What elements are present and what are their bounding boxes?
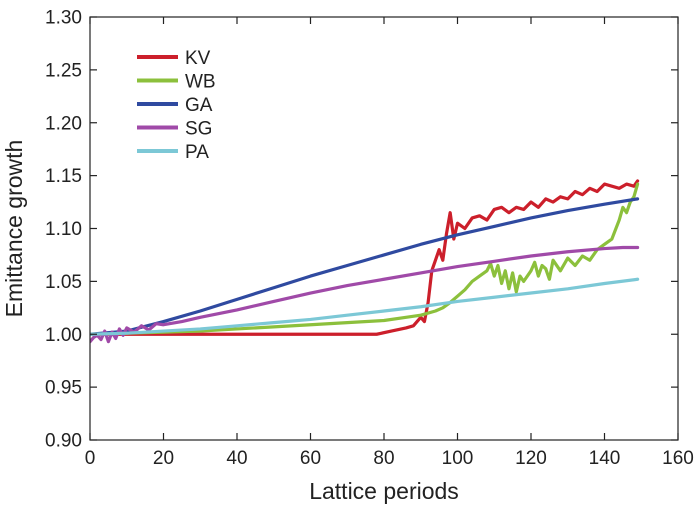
y-tick-label: 0.95 (45, 378, 82, 399)
series-line-kv (90, 179, 640, 336)
x-tick-label: 140 (589, 448, 621, 469)
y-tick-label: 1.00 (45, 325, 82, 346)
x-tick-label: 160 (662, 448, 694, 469)
legend-label-kv: KV (185, 48, 211, 69)
legend-label-pa: PA (185, 142, 209, 163)
series-line-sg (90, 245, 640, 344)
series-line-ga (90, 197, 640, 336)
y-tick-label: 1.05 (45, 272, 82, 293)
x-tick-label: 20 (153, 448, 174, 469)
x-tick-label: 80 (373, 448, 394, 469)
legend-label-sg: SG (185, 119, 212, 140)
plot-frame (89, 16, 679, 441)
x-tick-label: 120 (515, 448, 547, 469)
y-tick-label: 1.10 (45, 219, 82, 240)
x-tick-label: 60 (300, 448, 321, 469)
y-tick-label: 1.20 (45, 113, 82, 134)
legend-label-wb: WB (185, 72, 216, 93)
series-layer (90, 179, 640, 344)
axes: 0 20 40 60 80 100 120 140 160 0.90 0.95 1.00 1.05 1.1… (45, 8, 694, 470)
x-tick-label: 100 (442, 448, 474, 469)
y-tick-label: 1.25 (45, 60, 82, 81)
y-tick-label: 1.30 (45, 8, 82, 29)
x-tick-label: 40 (226, 448, 247, 469)
y-tick-label: 1.15 (45, 166, 82, 187)
series-line-wb (90, 182, 640, 336)
x-tick-label: 0 (85, 448, 96, 469)
x-axis-label: Lattice periods (309, 478, 459, 504)
series-line-pa (90, 277, 640, 336)
y-tick-label: 0.90 (45, 431, 82, 452)
y-axis-label: Emittance growth (1, 140, 27, 318)
legend-label-ga: GA (185, 95, 213, 116)
